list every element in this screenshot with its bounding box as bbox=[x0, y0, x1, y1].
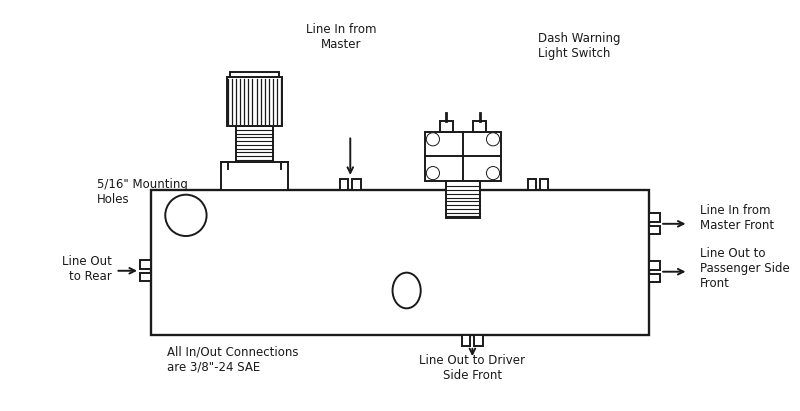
Text: Line Out to
Passenger Side
Front: Line Out to Passenger Side Front bbox=[700, 247, 790, 291]
Ellipse shape bbox=[393, 272, 421, 308]
Text: 5/16" Mounting
Holes: 5/16" Mounting Holes bbox=[97, 178, 187, 206]
Bar bbox=[649, 226, 660, 234]
Bar bbox=[474, 120, 486, 132]
Bar bbox=[474, 335, 482, 346]
Circle shape bbox=[486, 166, 500, 180]
Bar bbox=[352, 179, 361, 190]
Bar bbox=[340, 179, 349, 190]
Text: Line In from
Master Front: Line In from Master Front bbox=[700, 204, 774, 232]
Text: Line Out
to Rear: Line Out to Rear bbox=[62, 255, 112, 283]
Bar bbox=[140, 261, 151, 269]
Text: Dash Warning
Light Switch: Dash Warning Light Switch bbox=[538, 32, 621, 60]
Bar bbox=[230, 72, 279, 77]
Bar bbox=[649, 274, 660, 282]
Text: Line Out to Driver
Side Front: Line Out to Driver Side Front bbox=[419, 353, 526, 381]
Bar bbox=[221, 162, 288, 190]
Bar bbox=[227, 77, 282, 126]
Circle shape bbox=[166, 195, 206, 236]
Bar bbox=[649, 213, 660, 222]
Circle shape bbox=[426, 133, 439, 146]
Bar bbox=[236, 126, 274, 162]
Bar bbox=[540, 179, 549, 190]
Bar bbox=[439, 120, 453, 132]
Bar bbox=[426, 132, 501, 180]
Bar bbox=[140, 272, 151, 281]
Text: Line In from
Master: Line In from Master bbox=[306, 23, 376, 51]
Bar bbox=[446, 180, 480, 218]
Text: All In/Out Connections
are 3/8"-24 SAE: All In/Out Connections are 3/8"-24 SAE bbox=[167, 345, 298, 373]
Bar bbox=[151, 190, 649, 335]
Bar bbox=[528, 179, 536, 190]
Circle shape bbox=[486, 133, 500, 146]
Bar bbox=[649, 261, 660, 270]
Circle shape bbox=[426, 166, 439, 180]
Bar bbox=[462, 335, 470, 346]
